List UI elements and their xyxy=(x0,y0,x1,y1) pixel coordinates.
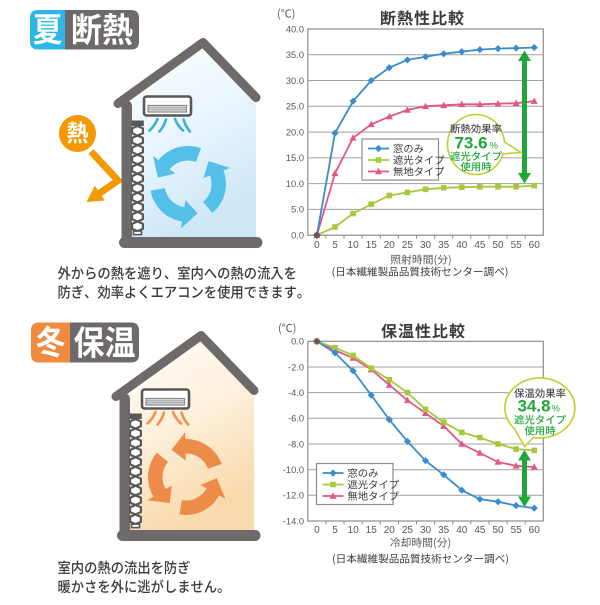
svg-text:45: 45 xyxy=(474,240,486,251)
svg-text:-10.0: -10.0 xyxy=(283,465,304,475)
svg-text:25: 25 xyxy=(402,240,414,251)
svg-text:45: 45 xyxy=(474,525,486,536)
svg-text:55: 55 xyxy=(511,240,523,251)
svg-text:%: % xyxy=(490,141,499,152)
svg-text:10: 10 xyxy=(348,240,360,251)
svg-text:-6.0: -6.0 xyxy=(288,414,304,424)
svg-text:25.0: 25.0 xyxy=(286,102,304,112)
svg-text:15: 15 xyxy=(366,525,378,536)
svg-text:-8.0: -8.0 xyxy=(288,439,304,449)
svg-text:-4.0: -4.0 xyxy=(288,388,304,398)
svg-text:50: 50 xyxy=(492,525,504,536)
svg-text:40.0: 40.0 xyxy=(286,24,304,34)
svg-text:60: 60 xyxy=(529,240,541,251)
svg-text:40: 40 xyxy=(456,240,468,251)
svg-text:-2.0: -2.0 xyxy=(288,362,304,372)
svg-text:20: 20 xyxy=(384,240,396,251)
svg-text:73.6: 73.6 xyxy=(454,134,487,153)
svg-text:-14.0: -14.0 xyxy=(283,516,304,526)
svg-text:30: 30 xyxy=(420,525,432,536)
svg-text:0: 0 xyxy=(314,240,320,251)
svg-text:5: 5 xyxy=(332,525,338,536)
svg-text:35: 35 xyxy=(438,240,450,251)
svg-text:20.0: 20.0 xyxy=(286,127,304,137)
svg-text:60: 60 xyxy=(529,525,541,536)
svg-text:0: 0 xyxy=(314,525,320,536)
svg-text:0.0: 0.0 xyxy=(291,231,304,241)
svg-text:15.0: 15.0 xyxy=(286,153,304,163)
svg-text:15: 15 xyxy=(366,240,378,251)
svg-text:25: 25 xyxy=(402,525,414,536)
svg-text:0.0: 0.0 xyxy=(291,337,304,347)
svg-text:35: 35 xyxy=(438,525,450,536)
svg-text:-12.0: -12.0 xyxy=(283,491,304,501)
svg-text:5.0: 5.0 xyxy=(291,205,304,215)
svg-text:34.8: 34.8 xyxy=(517,397,550,416)
svg-text:5: 5 xyxy=(332,240,338,251)
svg-text:35.0: 35.0 xyxy=(286,50,304,60)
svg-text:10.0: 10.0 xyxy=(286,179,304,189)
svg-text:50: 50 xyxy=(492,240,504,251)
svg-text:55: 55 xyxy=(511,525,523,536)
svg-text:30: 30 xyxy=(420,240,432,251)
svg-text:30.0: 30.0 xyxy=(286,76,304,86)
svg-text:20: 20 xyxy=(384,525,396,536)
svg-text:%: % xyxy=(552,404,561,415)
svg-text:40: 40 xyxy=(456,525,468,536)
svg-text:10: 10 xyxy=(348,525,360,536)
